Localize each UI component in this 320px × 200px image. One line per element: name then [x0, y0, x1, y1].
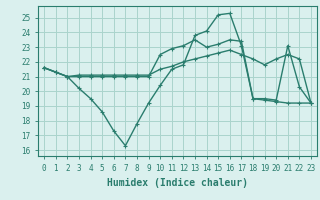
X-axis label: Humidex (Indice chaleur): Humidex (Indice chaleur) [107, 178, 248, 188]
